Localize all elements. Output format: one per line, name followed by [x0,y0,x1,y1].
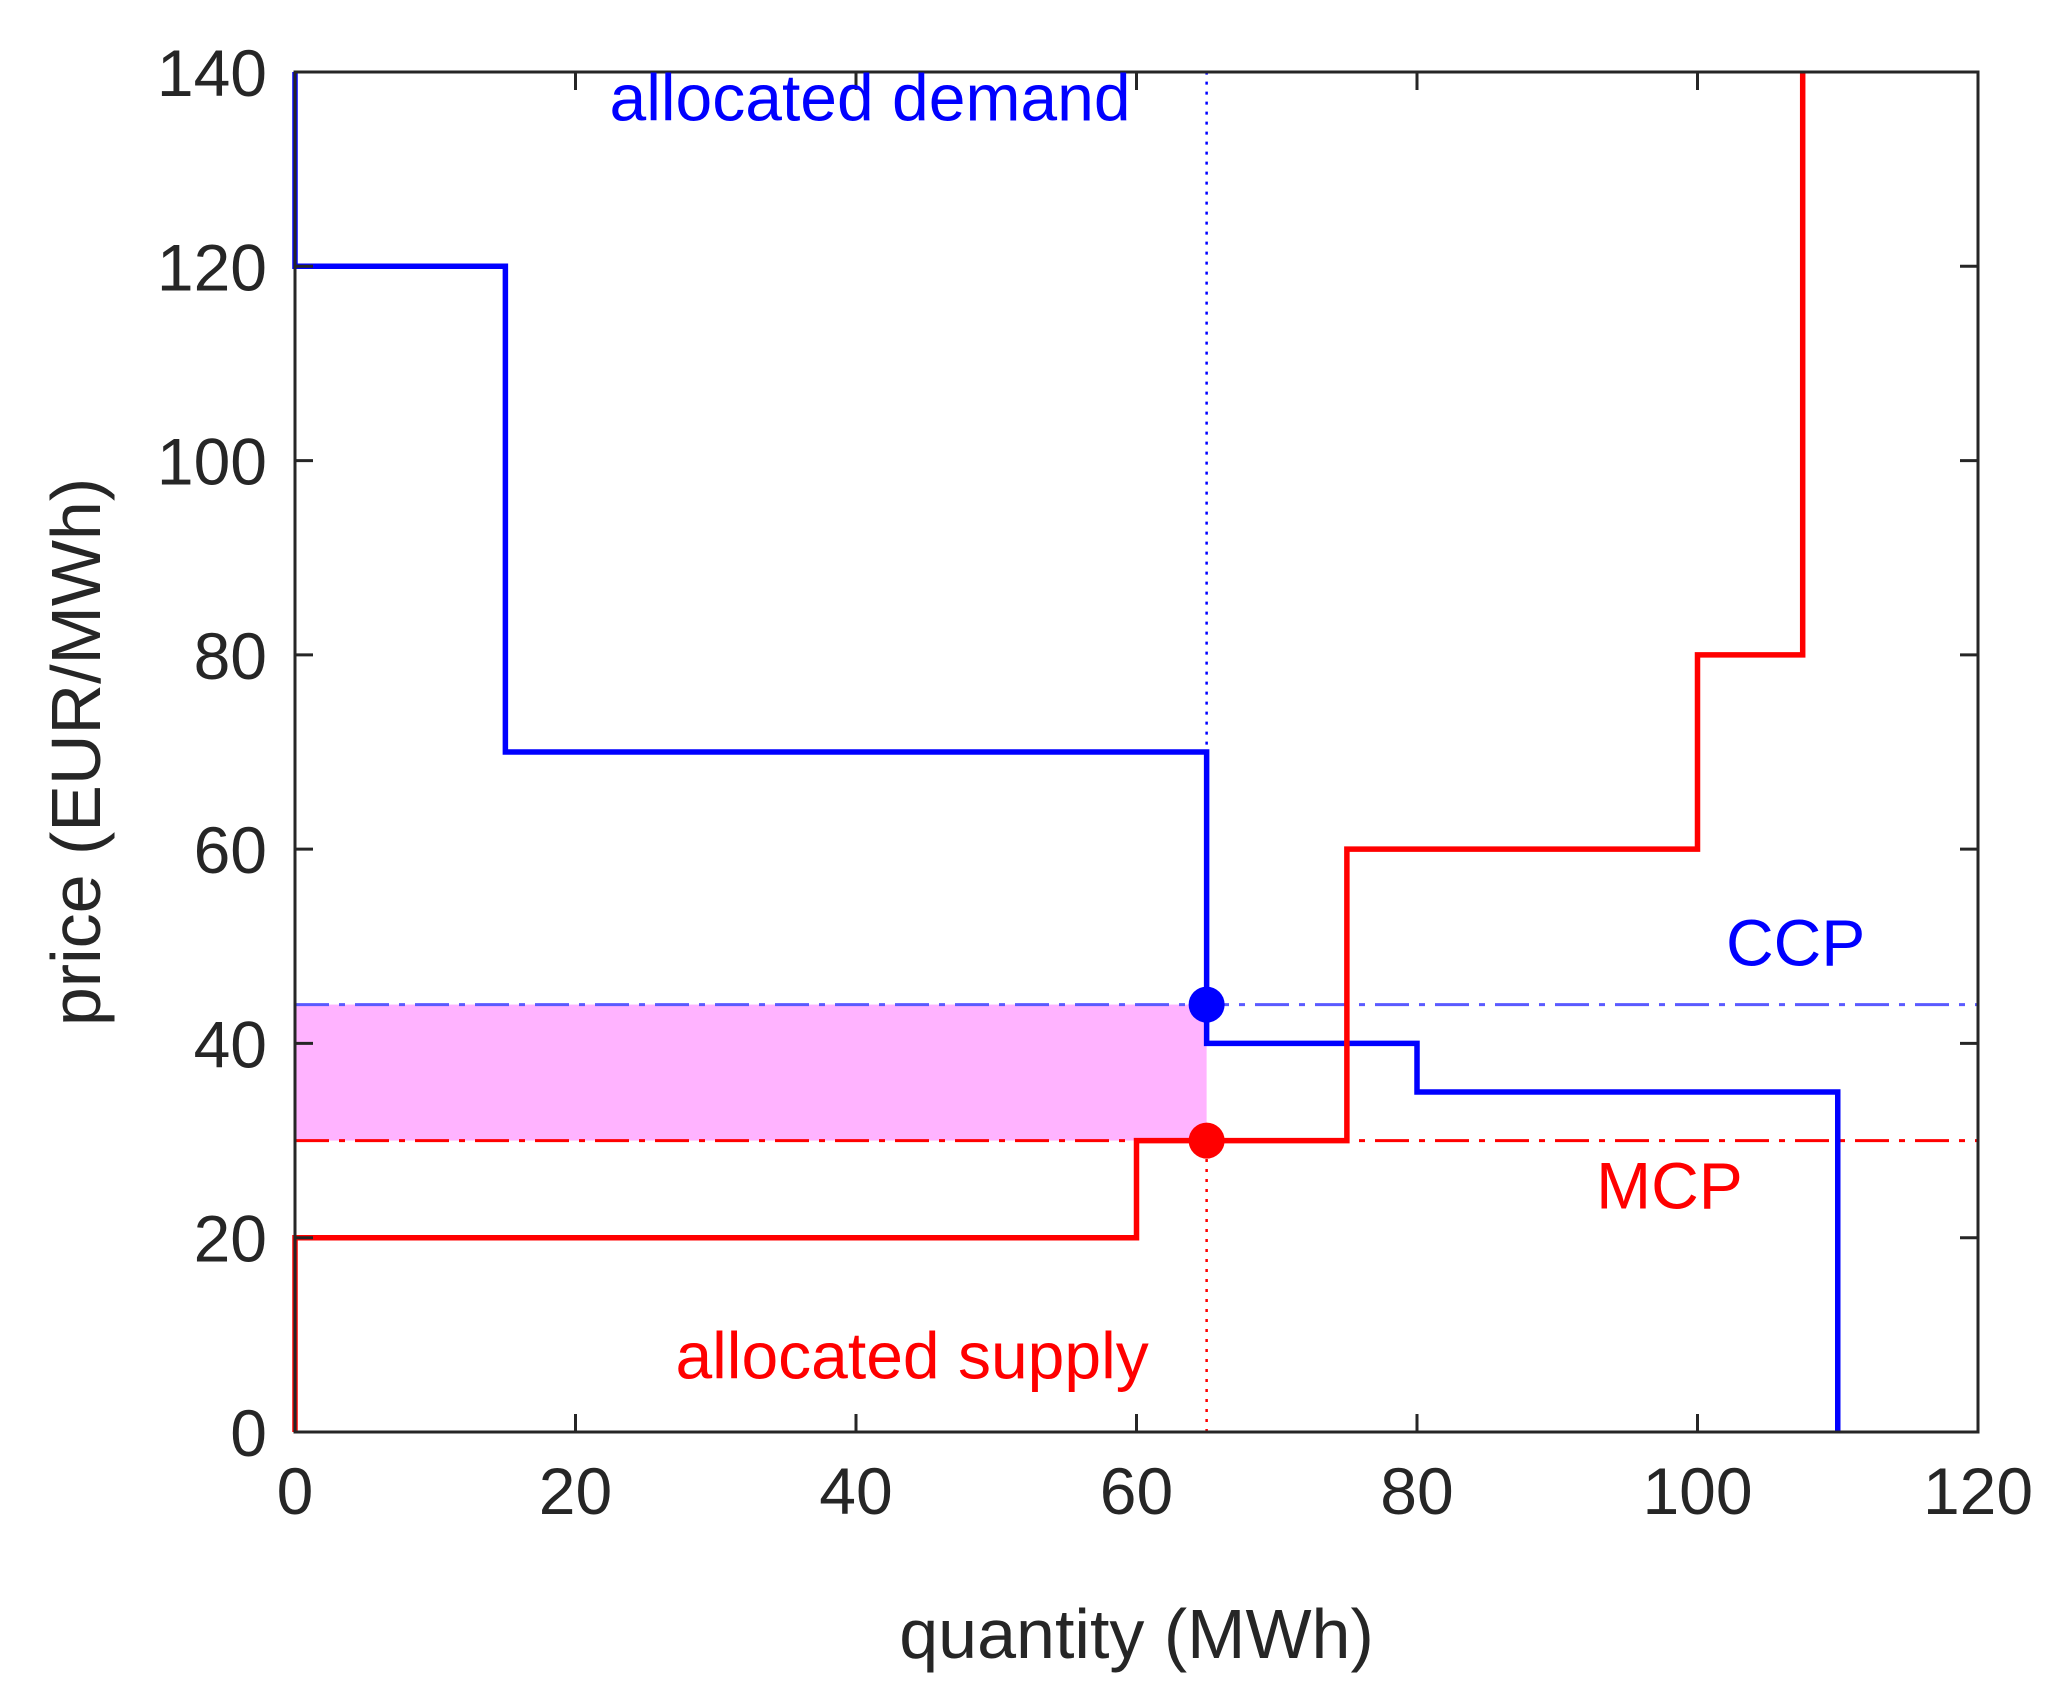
y-tick-label: 140 [157,36,267,110]
y-tick-label: 60 [194,813,267,887]
y-tick-label: 100 [157,425,267,499]
x-axis-label: quantity (MWh) [899,1595,1374,1673]
x-tick-label: 40 [819,1454,892,1528]
y-tick-label: 120 [157,230,267,304]
y-tick-label: 20 [194,1202,267,1276]
y-axis-label: price (EUR/MWh) [37,478,115,1026]
surplus-shaded-region [295,1004,1207,1141]
supply-curve [292,72,1806,1432]
x-tick-label: 80 [1380,1454,1453,1528]
y-tick-label: 0 [230,1396,267,1470]
y-tick-label: 40 [194,1007,267,1081]
mcp-annotation: MCP [1596,1149,1743,1223]
ccp-annotation: CCP [1726,906,1865,980]
demand-curve [292,72,1841,1432]
mcp-point-marker [1188,1122,1225,1159]
allocated-demand-annotation: allocated demand [610,61,1131,135]
x-tick-label: 60 [1100,1454,1173,1528]
x-tick-label: 120 [1923,1454,2033,1528]
y-tick-label: 80 [194,619,267,693]
x-tick-label: 20 [539,1454,612,1528]
x-tick-label: 0 [277,1454,314,1528]
allocated-supply-annotation: allocated supply [675,1319,1148,1393]
x-tick-label: 100 [1642,1454,1752,1528]
ccp-point-marker [1188,986,1225,1023]
